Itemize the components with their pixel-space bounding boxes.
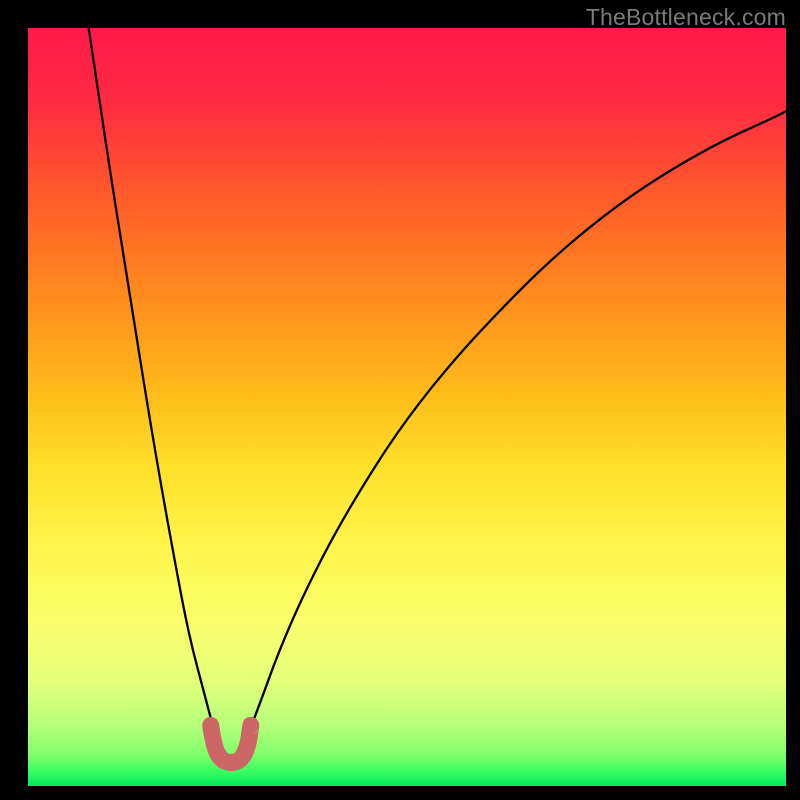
watermark-text: TheBottleneck.com xyxy=(586,4,786,31)
plot-area xyxy=(28,28,786,786)
curve-right-branch xyxy=(244,111,786,744)
curve-layer xyxy=(28,28,786,786)
curve-left-branch xyxy=(89,28,218,744)
chart-frame: TheBottleneck.com xyxy=(0,0,800,800)
